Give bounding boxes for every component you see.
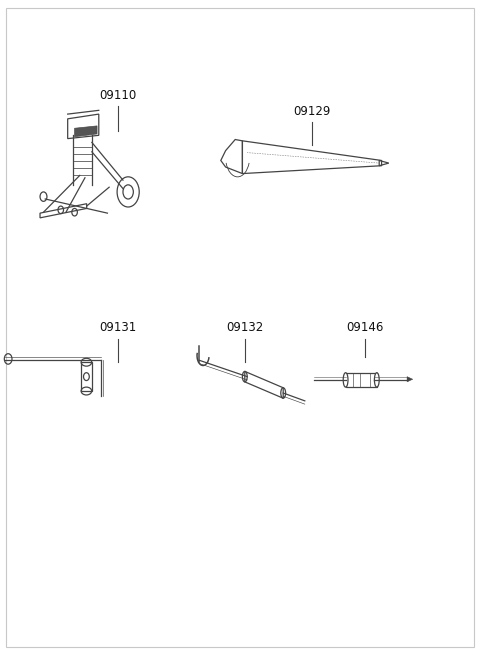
Text: 09129: 09129 (293, 105, 331, 118)
FancyBboxPatch shape (81, 362, 92, 391)
Text: 09146: 09146 (346, 321, 384, 334)
Text: 09131: 09131 (99, 321, 136, 334)
FancyBboxPatch shape (346, 373, 377, 387)
Polygon shape (407, 377, 413, 382)
Ellipse shape (374, 373, 379, 387)
Polygon shape (74, 126, 97, 137)
Text: 09110: 09110 (99, 88, 136, 102)
FancyBboxPatch shape (6, 8, 474, 647)
Ellipse shape (343, 373, 348, 387)
Text: 09132: 09132 (226, 321, 264, 334)
